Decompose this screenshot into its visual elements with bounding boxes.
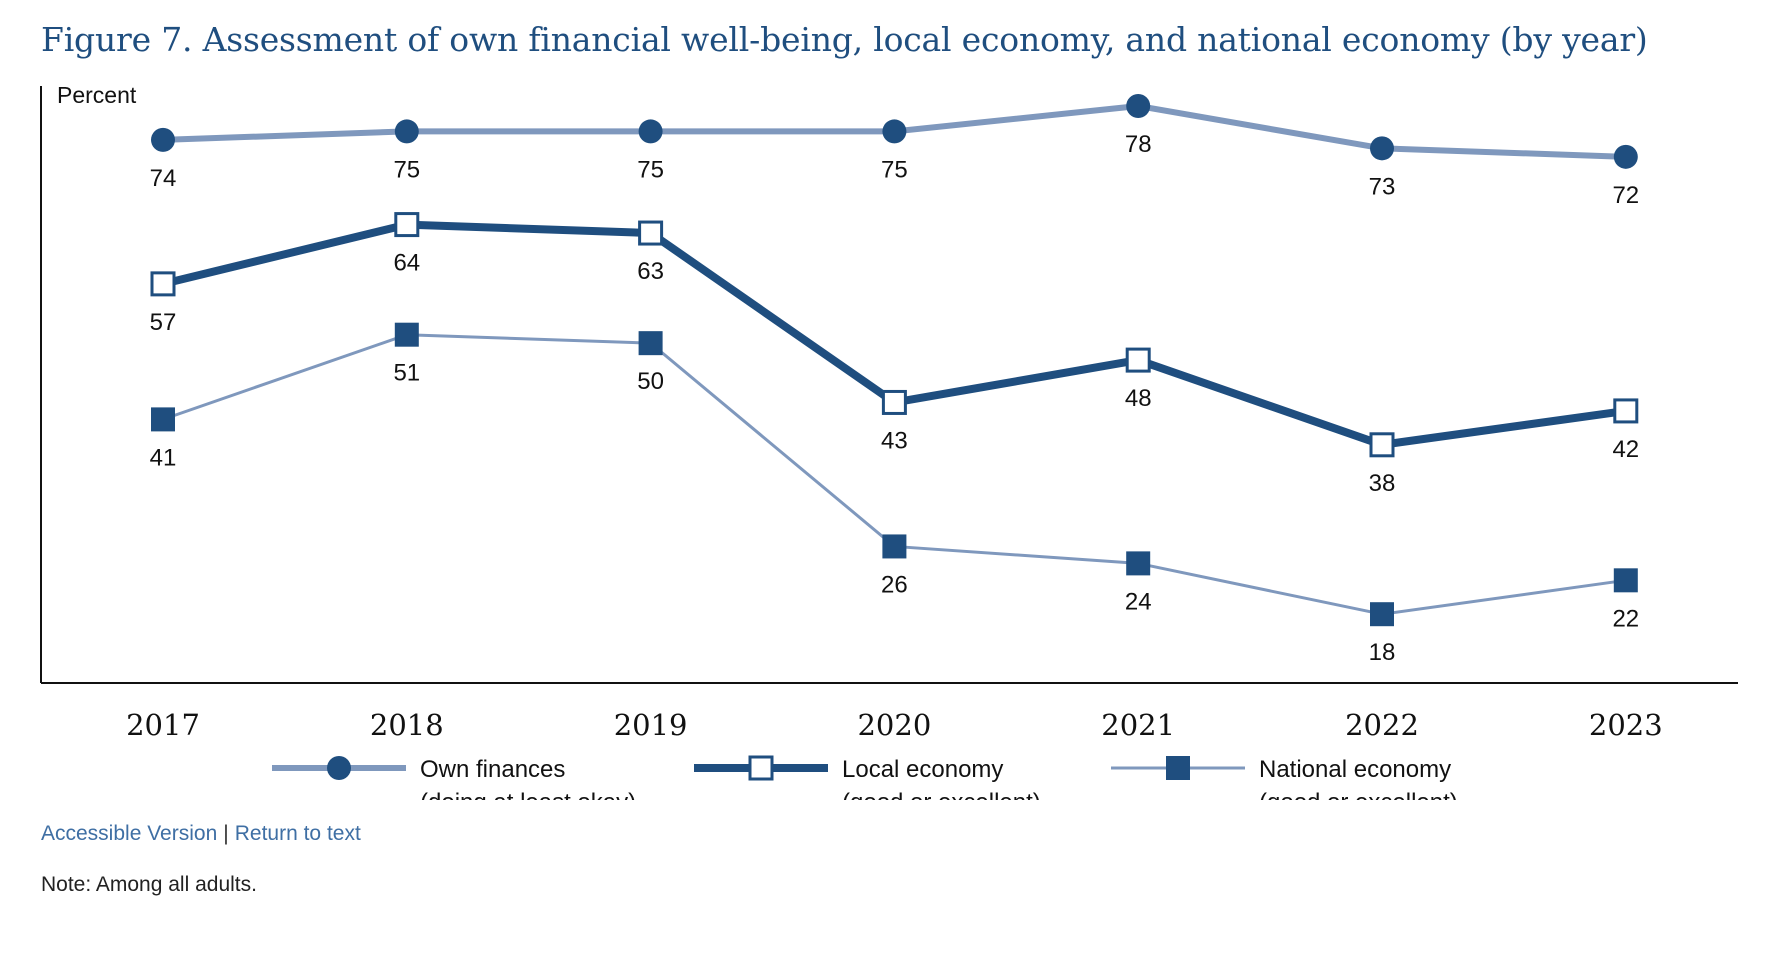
data-label-own-2021: 78: [1125, 131, 1152, 158]
data-label-local-2022: 38: [1369, 470, 1396, 497]
data-point-local-2022: [1369, 432, 1395, 458]
data-point-national-2021: [1126, 551, 1151, 576]
legend: Own finances (doing at least okay) Local e…: [272, 755, 1458, 800]
legend-label-local-line2: (good or excellent): [842, 789, 1041, 800]
data-point-own-2023: [1613, 144, 1638, 169]
return-to-text-link[interactable]: Return to text: [234, 822, 361, 845]
series-layer: 74 75 75 75 78 73 72 57 64 63 43 48 38 42 41 51 50 26 24 18…: [150, 94, 1639, 666]
data-label-own-2023: 72: [1612, 182, 1639, 209]
chart-title: Figure 7. Assessment of own financial we…: [41, 20, 1648, 59]
data-point-own-2020: [882, 119, 907, 144]
y-axis-label: Percent: [57, 82, 137, 108]
data-point-local-2017: [150, 271, 176, 297]
legend-item-national: National economy (good or excellent): [1111, 756, 1458, 800]
data-label-national-2018: 51: [393, 360, 420, 387]
x-tick-label-2023: 2023: [1589, 708, 1663, 742]
legend-swatch-marker-local: [748, 755, 774, 781]
data-point-local-2023: [1613, 398, 1639, 424]
data-label-local-2023: 42: [1612, 436, 1639, 463]
chart-note: Note: Among all adults.: [41, 873, 257, 896]
x-tick-labels: 2017 2018 2019 2020 2021 2022 2023: [126, 708, 1663, 742]
data-point-national-2017: [151, 407, 175, 432]
data-point-local-2019: [638, 220, 664, 246]
legend-swatch-marker-own: [327, 756, 351, 780]
x-tick-label-2022: 2022: [1345, 708, 1419, 742]
link-separator: |: [223, 822, 229, 845]
data-label-national-2022: 18: [1369, 639, 1396, 666]
data-label-national-2020: 26: [881, 571, 908, 598]
data-label-national-2023: 22: [1612, 605, 1639, 632]
data-label-national-2021: 24: [1125, 588, 1152, 615]
data-label-national-2017: 41: [150, 444, 177, 471]
legend-label-national-line1: National economy: [1259, 756, 1451, 783]
x-tick-label-2019: 2019: [614, 708, 688, 742]
data-point-own-2018: [394, 119, 419, 144]
data-label-local-2021: 48: [1125, 385, 1152, 412]
data-label-local-2019: 63: [637, 258, 664, 285]
legend-item-local: Local economy (good or excellent): [694, 755, 1041, 800]
data-point-own-2021: [1126, 94, 1151, 118]
x-tick-label-2018: 2018: [370, 708, 444, 742]
x-tick-label-2021: 2021: [1101, 708, 1175, 742]
data-label-own-2018: 75: [393, 156, 420, 183]
legend-label-local-line1: Local economy: [842, 756, 1003, 783]
data-point-national-2020: [882, 534, 907, 559]
x-tick-label-2020: 2020: [857, 708, 931, 742]
series-local: 57 64 63 43 48 38 42: [150, 212, 1639, 497]
legend-label-own-line2: (doing at least okay): [420, 789, 636, 800]
legend-swatch-marker-national: [1166, 756, 1190, 780]
data-point-national-2019: [638, 331, 663, 356]
data-point-own-2019: [638, 119, 663, 144]
legend-label-national-line2: (good or excellent): [1259, 789, 1458, 800]
line-chart: Percent 74 75 75 75 78 73 72 57 64 63 43 48 38 42 41 51…: [40, 82, 1738, 800]
x-tick-label-2017: 2017: [126, 708, 200, 742]
data-label-local-2018: 64: [393, 250, 420, 277]
data-label-own-2017: 74: [150, 165, 177, 192]
accessible-version-link[interactable]: Accessible Version: [41, 822, 218, 845]
legend-label-own-line1: Own finances: [420, 756, 565, 783]
data-label-own-2020: 75: [881, 156, 908, 183]
data-point-national-2018: [394, 322, 419, 347]
data-label-local-2020: 43: [881, 427, 908, 454]
data-point-national-2023: [1613, 568, 1638, 593]
legend-item-own: Own finances (doing at least okay): [272, 756, 636, 800]
data-point-local-2021: [1125, 347, 1151, 373]
series-own: 74 75 75 75 78 73 72: [150, 94, 1639, 209]
links-row: Accessible Version | Return to text: [41, 822, 361, 846]
data-label-local-2017: 57: [150, 309, 177, 336]
data-label-own-2022: 73: [1369, 173, 1396, 200]
data-point-national-2022: [1370, 602, 1394, 627]
data-point-own-2017: [151, 127, 175, 152]
data-label-national-2019: 50: [637, 368, 664, 395]
data-point-local-2018: [394, 212, 420, 238]
series-national: 41 51 50 26 24 18 22: [150, 322, 1639, 666]
data-point-own-2022: [1370, 136, 1394, 161]
data-point-local-2020: [881, 389, 907, 415]
data-label-own-2019: 75: [637, 156, 664, 183]
